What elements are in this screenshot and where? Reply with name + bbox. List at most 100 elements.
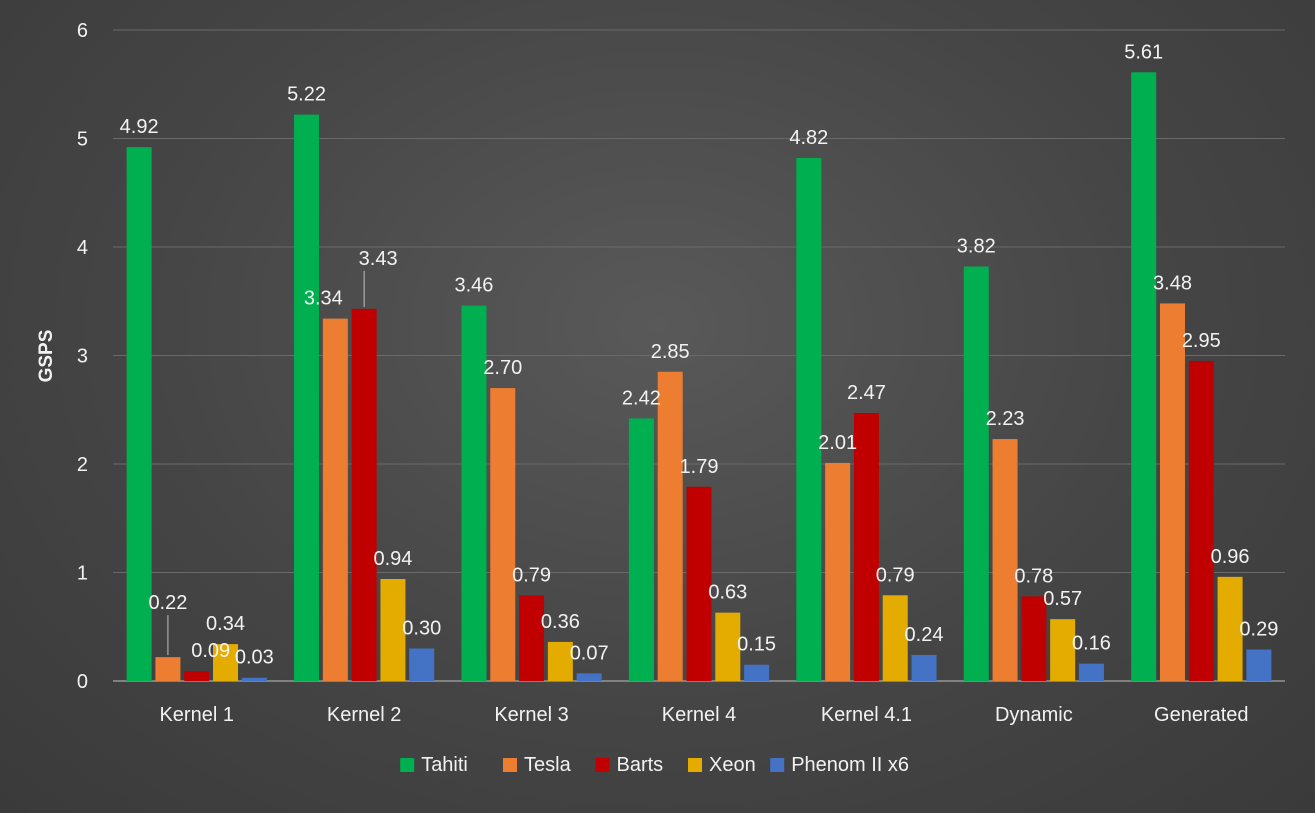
y-axis-title: GSPS [36,330,57,383]
bar-barts-kernel-1 [184,671,210,681]
bar-tahiti-kernel-4-1 [796,158,822,681]
data-label: 0.22 [148,592,187,614]
y-tick-label: 1 [77,563,88,585]
bar-tesla-kernel-4 [657,371,683,681]
bar-tahiti-kernel-3 [461,305,487,681]
data-label: 0.09 [191,640,230,662]
data-label: 2.23 [986,408,1025,430]
legend-label: Tahiti [421,754,468,776]
data-label: 0.03 [235,647,274,669]
bar-xeon-kernel-4-1 [882,595,908,681]
bar-xeon-generated [1217,576,1243,681]
x-category-label: Generated [1154,704,1249,726]
data-label: 2.47 [847,382,886,404]
legend-item-phenom-ii-x6: Phenom II x6 [770,754,909,776]
data-label: 3.46 [455,275,494,297]
data-label: 5.22 [287,84,326,106]
data-label: 0.16 [1072,633,1111,655]
data-label: 0.63 [708,582,747,604]
data-label: 0.57 [1043,588,1082,610]
data-label: 2.85 [651,341,690,363]
bar-barts-kernel-2 [351,308,377,681]
bar-tahiti-kernel-2 [294,114,320,681]
bar-tesla-dynamic [992,439,1018,681]
bar-barts-kernel-4-1 [853,413,879,681]
legend: Tahiti Tesla Barts Xeon Phenom II x6 [400,754,909,776]
data-label: 3.43 [359,248,398,270]
data-label: 3.34 [304,288,343,310]
y-tick-label: 6 [77,20,88,42]
bars [126,72,1272,681]
bar-phenom-ii-x6-kernel-4-1 [911,654,937,681]
data-label: 5.61 [1124,41,1163,63]
data-label: 0.34 [206,613,245,635]
data-label: 4.92 [120,116,159,138]
bar-phenom-ii-x6-dynamic [1078,663,1104,681]
x-category-label: Kernel 2 [327,704,402,726]
bar-tesla-kernel-2 [322,318,348,681]
x-category-label: Dynamic [995,704,1073,726]
data-label: 0.79 [512,564,551,586]
data-label: 3.82 [957,236,996,258]
data-label: 1.79 [680,456,719,478]
legend-item-barts: Barts [595,754,664,776]
data-label: 2.95 [1182,330,1221,352]
data-label: 3.48 [1153,272,1192,294]
bar-barts-dynamic [1021,596,1047,681]
y-tick-label: 3 [77,346,88,368]
legend-label: Phenom II x6 [791,754,909,776]
x-category-label: Kernel 4.1 [821,704,912,726]
bar-barts-kernel-4 [686,486,712,681]
y-tick-label: 0 [77,671,88,693]
data-label: 4.82 [789,127,828,149]
y-tick-label: 5 [77,129,88,151]
data-label: 0.78 [1014,565,1053,587]
bar-tesla-kernel-4-1 [825,462,851,681]
x-category-label: Kernel 1 [159,704,234,726]
bar-phenom-ii-x6-kernel-3 [576,673,602,681]
legend-swatch [595,758,610,772]
data-label: 0.96 [1211,546,1250,568]
bar-tahiti-kernel-1 [126,147,152,681]
data-label: 0.36 [541,611,580,633]
data-label: 0.29 [1239,619,1278,641]
bar-tesla-generated [1159,303,1185,681]
bar-xeon-kernel-4 [715,612,741,681]
data-label: 0.79 [876,564,915,586]
legend-label: Xeon [709,754,756,776]
data-label: 2.42 [622,387,661,409]
bar-xeon-kernel-2 [380,579,406,681]
legend-swatch [770,758,785,772]
bar-tahiti-kernel-4 [628,418,654,681]
bar-xeon-kernel-1 [213,644,239,681]
legend-label: Tesla [524,754,572,776]
data-label: 0.30 [402,617,441,639]
x-category-label: Kernel 4 [662,704,737,726]
bar-phenom-ii-x6-kernel-4 [744,664,770,681]
bar-tesla-kernel-3 [490,388,516,681]
data-label: 2.01 [818,432,857,454]
bar-barts-kernel-3 [519,595,545,681]
data-label: 0.07 [570,642,609,664]
y-tick-label: 2 [77,454,88,476]
bar-barts-generated [1188,360,1214,681]
data-label: 0.94 [373,548,412,570]
bar-phenom-ii-x6-kernel-2 [409,648,435,681]
data-label: 0.24 [905,624,944,646]
bar-xeon-dynamic [1050,619,1076,681]
y-axis-ticks: 0 1 2 3 4 5 6 [77,20,88,693]
bar-tahiti-dynamic [963,266,989,681]
legend-item-tahiti: Tahiti [400,754,468,776]
legend-swatch [688,758,702,772]
bar-phenom-ii-x6-generated [1246,649,1272,681]
x-category-label: Kernel 3 [494,704,569,726]
legend-item-xeon: Xeon [688,754,756,776]
x-axis-categories: Kernel 1 Kernel 2 Kernel 3 Kernel 4 Kernel 4… [159,704,1248,726]
legend-swatch [503,758,517,772]
legend-label: Barts [617,754,664,776]
bar-xeon-kernel-3 [547,641,573,681]
bar-tahiti-generated [1131,72,1157,681]
bar-tesla-kernel-1 [155,657,181,681]
